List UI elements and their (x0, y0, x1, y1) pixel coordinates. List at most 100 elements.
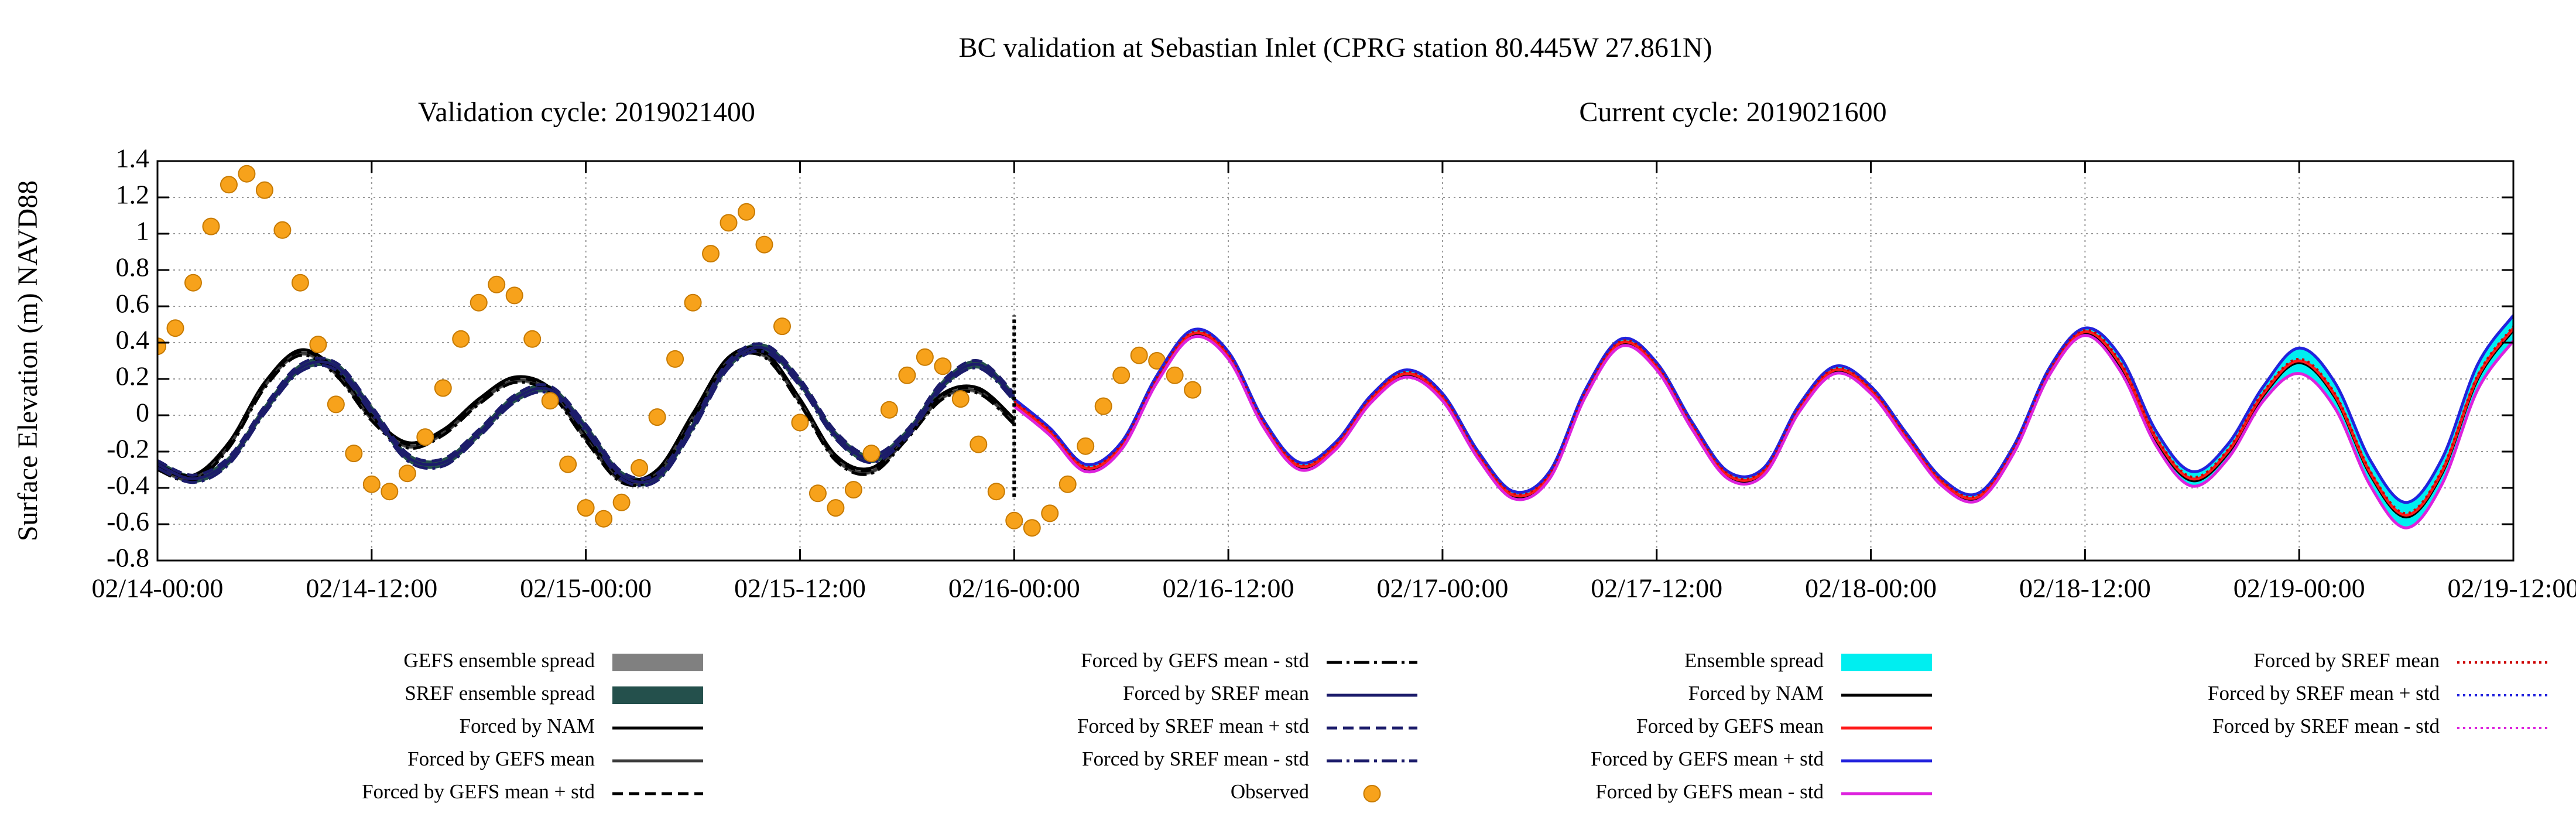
observed-point (470, 293, 488, 312)
observed-point (1166, 366, 1184, 384)
y-tick-label: -0.6 (107, 507, 149, 537)
x-tick-label: 02/15-12:00 (734, 573, 866, 603)
legend-label: Forced by SREF mean (2253, 649, 2440, 672)
x-tick-label: 02/19-00:00 (2234, 573, 2365, 603)
legend-label: Forced by SREF mean (1123, 682, 1309, 705)
observed-point (844, 481, 862, 499)
axes: -0.8 -0.6 -0.4 -0.2 0 0.2 0.4 0.6 0.8 1 1.2 1.4 02/1… (92, 144, 2576, 603)
x-tick-label: 02/19-12:00 (2448, 573, 2576, 603)
series-line (1013, 315, 2513, 504)
observed-point (381, 483, 399, 501)
legend-label: Forced by SREF mean + std (1077, 715, 1309, 737)
y-tick-label: 0.4 (116, 325, 150, 355)
legend-label: Forced by GEFS mean - std (1595, 780, 1824, 803)
observed-point (220, 176, 238, 194)
legend-label: Forced by NAM (460, 715, 595, 737)
subtitle: Validation cycle: 2019021400 (418, 97, 755, 128)
legend-label: Forced by SREF mean - std (2212, 715, 2440, 737)
observed-point (1184, 381, 1202, 399)
x-tick-label: 02/16-12:00 (1163, 573, 1294, 603)
y-tick-label: 0.2 (116, 361, 150, 391)
legend-swatch (1363, 785, 1381, 802)
observed-point (309, 336, 327, 354)
legend-label: Forced by SREF mean + std (2208, 682, 2440, 705)
observed-point (880, 401, 898, 419)
observed-point (166, 319, 184, 337)
observed-point (362, 475, 381, 493)
legend-label: Forced by NAM (1688, 682, 1824, 705)
subtitle: Current cycle: 2019021600 (1579, 97, 1886, 128)
observed-point (255, 181, 273, 199)
observed-point (987, 483, 1005, 501)
x-tick-label: 02/14-12:00 (306, 573, 437, 603)
grid (157, 160, 2514, 561)
observed-point (1094, 397, 1112, 415)
observed-point (1059, 475, 1077, 493)
x-tick-label: 02/15-00:00 (520, 573, 652, 603)
y-tick-label: -0.2 (107, 434, 149, 464)
legend-label: Forced by GEFS mean (407, 747, 595, 770)
observed-point (809, 484, 827, 503)
plot-frame (156, 160, 2515, 562)
observed-point (291, 274, 309, 292)
observed-point (1041, 504, 1059, 522)
observed-point (970, 435, 988, 453)
legend-label: SREF ensemble spread (405, 682, 595, 705)
observed-point (505, 286, 523, 305)
y-axis-label: Surface Elevation (m) NAVD88 (12, 180, 43, 541)
x-tick-label: 02/17-12:00 (1591, 573, 1722, 603)
y-tick-label: 0.6 (116, 289, 150, 319)
x-tick-label: 02/17-00:00 (1376, 573, 1508, 603)
series-line (157, 348, 1015, 484)
observed-point (1023, 519, 1041, 537)
observed-point (238, 165, 256, 183)
observed-point (898, 366, 916, 384)
legend-swatch (1841, 654, 1932, 671)
observed-point (755, 235, 773, 254)
observed-point (951, 390, 970, 408)
observed-point (738, 203, 755, 221)
observed-point (452, 330, 470, 348)
observed-point (827, 499, 845, 517)
observed-point (934, 357, 952, 375)
observed-point (327, 395, 345, 414)
legend-label: Forced by GEFS mean + std (1591, 747, 1824, 770)
observed-point (202, 217, 220, 235)
x-tick-label: 02/18-12:00 (2019, 573, 2151, 603)
observed-point (612, 493, 631, 511)
series-line (1013, 334, 2513, 529)
observed-point (434, 379, 452, 397)
observed-point (666, 350, 684, 368)
y-tick-label: -0.8 (107, 543, 149, 573)
y-tick-label: 0.8 (116, 252, 150, 282)
observed-point (541, 392, 559, 410)
observed-point (720, 214, 738, 232)
observed-point (773, 317, 791, 336)
legend-label: Forced by GEFS mean - std (1081, 649, 1309, 672)
x-tick-label: 02/18-00:00 (1805, 573, 1937, 603)
observed-point (345, 445, 363, 463)
plot-area (157, 165, 2513, 537)
observed-point (559, 455, 577, 473)
y-tick-label: -0.4 (107, 470, 149, 500)
observed-point (1005, 511, 1023, 529)
observed-point (648, 408, 666, 426)
legend-label: Ensemble spread (1684, 649, 1824, 672)
legend-label: Forced by GEFS mean + std (362, 780, 595, 803)
chart-title: BC validation at Sebastian Inlet (CPRG s… (959, 32, 1712, 63)
y-tick-label: 1.4 (116, 144, 150, 173)
x-tick-label: 02/14-00:00 (92, 573, 224, 603)
observed-point (702, 245, 720, 263)
observed-point (1130, 346, 1148, 364)
observed-point (862, 445, 881, 463)
spread-band (1013, 314, 2513, 529)
observed-point (398, 464, 416, 483)
observed-point (416, 428, 434, 446)
legend-label: GEFS ensemble spread (403, 649, 595, 672)
series-line (157, 349, 1016, 488)
observed-point (791, 414, 809, 432)
legend-label: Observed (1231, 780, 1310, 803)
observed-point (595, 510, 613, 528)
observed-point (1077, 437, 1095, 455)
